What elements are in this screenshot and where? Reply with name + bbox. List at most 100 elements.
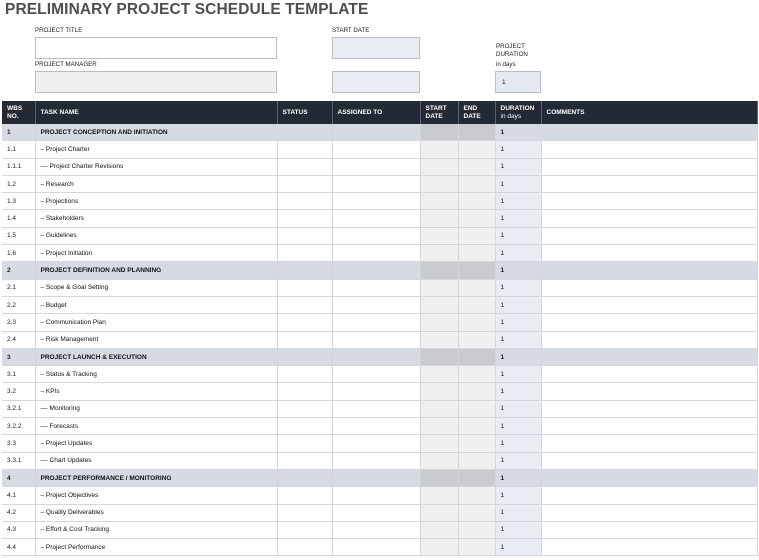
end-date-cell[interactable] — [458, 175, 496, 194]
assigned-cell[interactable] — [332, 140, 421, 159]
start-date-cell[interactable] — [420, 140, 459, 159]
end-date-cell[interactable] — [458, 244, 496, 263]
assigned-cell[interactable] — [332, 227, 421, 246]
start-date-cell[interactable] — [420, 486, 459, 505]
start-date-cell[interactable] — [420, 192, 459, 211]
end-date-cell[interactable] — [458, 538, 496, 557]
additional-date-input[interactable] — [332, 71, 420, 93]
end-date-cell[interactable] — [458, 452, 496, 470]
assigned-cell[interactable] — [332, 244, 421, 263]
assigned-cell[interactable] — [332, 365, 421, 384]
assigned-cell[interactable] — [332, 331, 421, 349]
comments-cell[interactable] — [541, 331, 758, 349]
assigned-cell[interactable] — [332, 158, 421, 176]
start-date-input[interactable] — [332, 37, 420, 59]
status-cell[interactable] — [277, 192, 333, 211]
status-cell[interactable] — [277, 227, 333, 246]
start-date-cell[interactable] — [420, 296, 459, 315]
assigned-cell[interactable] — [332, 382, 421, 401]
end-date-cell[interactable] — [458, 158, 496, 176]
end-date-cell[interactable] — [458, 400, 496, 419]
status-cell[interactable] — [277, 158, 333, 176]
assigned-cell[interactable] — [332, 538, 421, 557]
assigned-cell[interactable] — [332, 504, 421, 522]
end-date-cell[interactable] — [458, 279, 496, 297]
start-date-cell[interactable] — [420, 158, 459, 176]
status-cell[interactable] — [277, 521, 333, 540]
comments-cell[interactable] — [541, 469, 758, 488]
start-date-cell[interactable] — [420, 504, 459, 522]
assigned-cell[interactable] — [332, 279, 421, 297]
status-cell[interactable] — [277, 504, 333, 522]
assigned-cell[interactable] — [332, 469, 421, 488]
project-duration-input[interactable]: 1 — [495, 71, 541, 93]
status-cell[interactable] — [277, 313, 333, 332]
start-date-cell[interactable] — [420, 227, 459, 246]
assigned-cell[interactable] — [332, 417, 421, 436]
assigned-cell[interactable] — [332, 296, 421, 315]
status-cell[interactable] — [277, 486, 333, 505]
end-date-cell[interactable] — [458, 209, 496, 228]
project-title-input[interactable] — [35, 37, 277, 59]
start-date-cell[interactable] — [420, 382, 459, 401]
status-cell[interactable] — [277, 365, 333, 384]
status-cell[interactable] — [277, 348, 333, 367]
start-date-cell[interactable] — [420, 175, 459, 194]
comments-cell[interactable] — [541, 348, 758, 367]
end-date-cell[interactable] — [458, 417, 496, 436]
status-cell[interactable] — [277, 209, 333, 228]
start-date-cell[interactable] — [420, 244, 459, 263]
end-date-cell[interactable] — [458, 124, 496, 142]
end-date-cell[interactable] — [458, 227, 496, 246]
start-date-cell[interactable] — [420, 365, 459, 384]
status-cell[interactable] — [277, 538, 333, 557]
comments-cell[interactable] — [541, 521, 758, 540]
start-date-cell[interactable] — [420, 209, 459, 228]
status-cell[interactable] — [277, 140, 333, 159]
status-cell[interactable] — [277, 124, 333, 142]
comments-cell[interactable] — [541, 244, 758, 263]
status-cell[interactable] — [277, 382, 333, 401]
start-date-cell[interactable] — [420, 434, 459, 453]
assigned-cell[interactable] — [332, 348, 421, 367]
comments-cell[interactable] — [541, 227, 758, 246]
assigned-cell[interactable] — [332, 124, 421, 142]
end-date-cell[interactable] — [458, 140, 496, 159]
assigned-cell[interactable] — [332, 175, 421, 194]
start-date-cell[interactable] — [420, 348, 459, 367]
comments-cell[interactable] — [541, 124, 758, 142]
assigned-cell[interactable] — [332, 209, 421, 228]
comments-cell[interactable] — [541, 296, 758, 315]
comments-cell[interactable] — [541, 175, 758, 194]
status-cell[interactable] — [277, 417, 333, 436]
end-date-cell[interactable] — [458, 192, 496, 211]
status-cell[interactable] — [277, 434, 333, 453]
end-date-cell[interactable] — [458, 365, 496, 384]
assigned-cell[interactable] — [332, 434, 421, 453]
status-cell[interactable] — [277, 331, 333, 349]
start-date-cell[interactable] — [420, 261, 459, 280]
comments-cell[interactable] — [541, 434, 758, 453]
comments-cell[interactable] — [541, 209, 758, 228]
status-cell[interactable] — [277, 400, 333, 419]
status-cell[interactable] — [277, 469, 333, 488]
comments-cell[interactable] — [541, 417, 758, 436]
comments-cell[interactable] — [541, 192, 758, 211]
end-date-cell[interactable] — [458, 261, 496, 280]
assigned-cell[interactable] — [332, 400, 421, 419]
assigned-cell[interactable] — [332, 313, 421, 332]
status-cell[interactable] — [277, 452, 333, 470]
assigned-cell[interactable] — [332, 452, 421, 470]
comments-cell[interactable] — [541, 486, 758, 505]
comments-cell[interactable] — [541, 140, 758, 159]
end-date-cell[interactable] — [458, 331, 496, 349]
assigned-cell[interactable] — [332, 192, 421, 211]
end-date-cell[interactable] — [458, 348, 496, 367]
status-cell[interactable] — [277, 296, 333, 315]
project-manager-input[interactable] — [35, 71, 277, 93]
comments-cell[interactable] — [541, 313, 758, 332]
comments-cell[interactable] — [541, 382, 758, 401]
end-date-cell[interactable] — [458, 504, 496, 522]
start-date-cell[interactable] — [420, 452, 459, 470]
comments-cell[interactable] — [541, 538, 758, 557]
